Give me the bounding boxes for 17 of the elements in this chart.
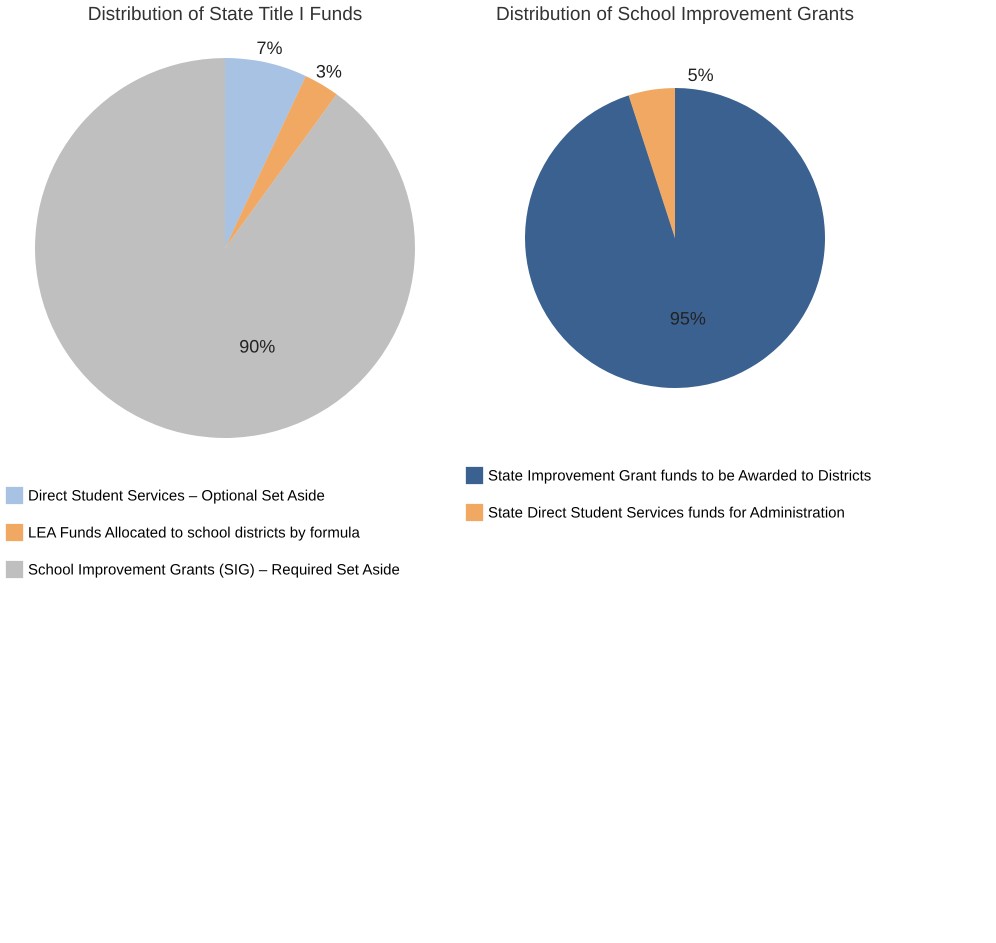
pie-slice xyxy=(225,58,306,248)
data-label: 7% xyxy=(256,38,283,58)
data-label: 3% xyxy=(316,61,342,82)
legend-label: State Direct Student Services funds for Administration xyxy=(488,504,845,522)
pie-slice xyxy=(225,76,337,248)
legend-label: LEA Funds Allocated to school districts by formula xyxy=(28,524,360,542)
chart-title: Distribution of State Title I Funds xyxy=(88,4,362,25)
pie-slice xyxy=(35,58,415,438)
pie-slice xyxy=(628,88,675,238)
legend-label: Direct Student Services – Optional Set Aside xyxy=(28,488,325,504)
data-label: 95% xyxy=(670,308,706,328)
legend-label: State Improvement Grant funds to be Awarded to Districts xyxy=(488,468,872,484)
pie-slice xyxy=(525,88,825,388)
data-label: 5% xyxy=(688,65,714,86)
data-label: 90% xyxy=(239,336,276,356)
legend-label: School Improvement Grants (SIG) – Required Set Aside xyxy=(28,562,400,578)
chart-title: Distribution of School Improvement Grants xyxy=(496,4,854,25)
